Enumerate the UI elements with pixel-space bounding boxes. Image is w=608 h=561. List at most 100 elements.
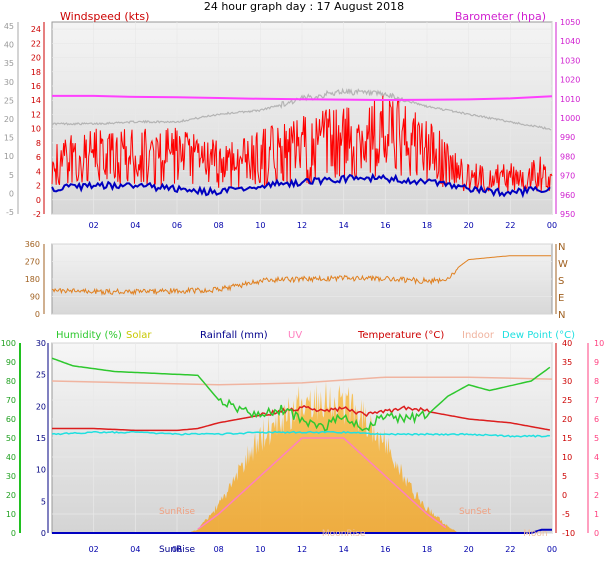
series-line-wind-direction: [51, 255, 551, 296]
wind-outer-tick-label: 5: [9, 171, 14, 180]
moonrise-marker: MoonRise: [322, 529, 366, 539]
wind-outer-tick-label: 40: [4, 41, 14, 50]
compass-label: E: [558, 293, 564, 304]
series-line-dew-point: [51, 430, 550, 438]
wind-tick-label: 0: [36, 196, 41, 205]
sunrise-marker: SunRise: [159, 507, 196, 517]
direction-tick-label: 180: [25, 275, 40, 284]
temp-tick-label: 25: [562, 396, 572, 405]
direction-tick-label: 90: [30, 293, 40, 302]
x-tick-label: 20: [464, 545, 474, 554]
baro-tick-label: 1040: [560, 37, 580, 46]
wind-tick-label: 6: [36, 153, 41, 162]
x-tick-label: 02: [89, 545, 99, 554]
temp-tick-label: -10: [562, 529, 575, 538]
direction-tick-label: 270: [25, 258, 40, 267]
wind-outer-tick-label: 10: [4, 152, 14, 161]
baro-tick-label: 1010: [560, 95, 580, 104]
legend-label: Solar: [126, 330, 152, 341]
series-line-humidity: [51, 357, 551, 432]
temp-tick-label: 30: [562, 377, 572, 386]
baro-tick-label: 980: [560, 152, 575, 161]
uv-tick-label: 9: [594, 358, 599, 367]
humidity-tick-label: 30: [6, 472, 16, 481]
wind-tick-label: 8: [36, 139, 41, 148]
rain-tick-label: 5: [41, 497, 46, 506]
legend-label: Rainfall (mm): [200, 330, 268, 341]
baro-tick-label: 990: [560, 133, 575, 142]
wind-outer-tick-label: 15: [4, 134, 14, 143]
wind-tick-label: 10: [31, 125, 41, 134]
legend-label: Indoor: [462, 330, 495, 341]
series-line-indoor: [51, 376, 553, 386]
legend-label: UV: [288, 330, 302, 341]
humidity-tick-label: 0: [11, 529, 16, 538]
x-tick-label: 00: [547, 221, 557, 230]
baro-tick-label: 1000: [560, 114, 580, 123]
temp-tick-label: 10: [562, 453, 572, 462]
wind-outer-tick-label: 35: [4, 59, 14, 68]
wind-outer-tick-label: 20: [4, 115, 14, 124]
x-tick-label: 10: [255, 221, 265, 230]
wind-tick-label: 24: [31, 25, 41, 34]
compass-label: S: [558, 276, 564, 287]
direction-tick-label: 360: [25, 240, 40, 249]
wind-outer-tick-label: 30: [4, 78, 14, 87]
wind-tick-label: -2: [33, 210, 41, 219]
uv-tick-label: 5: [594, 434, 599, 443]
series-line-wind-gust: [51, 95, 553, 194]
temp-tick-label: 20: [562, 415, 572, 424]
humidity-tick-label: 40: [6, 453, 16, 462]
rain-tick-label: 25: [36, 371, 46, 380]
x-tick-label: 08: [214, 545, 224, 554]
x-tick-label: 02: [89, 221, 99, 230]
x-tick-label: 10: [255, 545, 265, 554]
wind-tick-label: 14: [31, 96, 41, 105]
temp-tick-label: -5: [562, 510, 570, 519]
legend-label: Humidity (%): [56, 330, 122, 341]
moon-marker: Moon: [523, 529, 547, 539]
wind-outer-tick-label: 0: [9, 189, 14, 198]
baro-tick-label: 1020: [560, 76, 580, 85]
temp-tick-label: 40: [562, 339, 572, 348]
baro-tick-label: 1050: [560, 18, 580, 27]
wind-outer-tick-label: 45: [4, 22, 14, 31]
sunrise-axis-marker: SunRise: [159, 545, 196, 555]
series-line-temperature: [52, 404, 551, 432]
legend-label: Temperature (°C): [357, 330, 444, 341]
temp-tick-label: 5: [562, 472, 567, 481]
baro-tick-label: 1030: [560, 56, 580, 65]
graph-title: 24 hour graph day : 17 August 2018: [204, 0, 404, 13]
wind-outer-tick-label: 25: [4, 96, 14, 105]
humidity-tick-label: 50: [6, 434, 16, 443]
uv-tick-label: 4: [594, 453, 599, 462]
x-tick-label: 14: [339, 221, 349, 230]
x-tick-label: 08: [214, 221, 224, 230]
uv-tick-label: 6: [594, 415, 599, 424]
baro-tick-label: 970: [560, 172, 575, 181]
x-tick-label: 12: [297, 545, 307, 554]
humidity-tick-label: 100: [1, 339, 16, 348]
compass-label: N: [558, 242, 565, 253]
sunset-marker: SunSet: [459, 507, 491, 517]
series-line-uv: [197, 437, 447, 530]
x-tick-label: 06: [172, 221, 182, 230]
direction-tick-label: 0: [35, 310, 40, 319]
x-tick-label: 16: [380, 221, 390, 230]
series-line-temperature-gray: [51, 87, 552, 131]
series-line-barometer: [52, 94, 553, 102]
temp-tick-label: 15: [562, 434, 572, 443]
x-tick-label: 00: [547, 545, 557, 554]
uv-tick-label: 3: [594, 472, 599, 481]
wind-tick-label: 2: [36, 182, 41, 191]
compass-label: N: [558, 310, 565, 321]
uv-tick-label: 1: [594, 510, 599, 519]
x-tick-label: 18: [422, 545, 432, 554]
rain-tick-label: 10: [36, 466, 46, 475]
compass-label: W: [558, 259, 568, 270]
x-tick-label: 14: [339, 545, 349, 554]
uv-tick-label: 0: [594, 529, 599, 538]
wind-tick-label: 16: [31, 82, 41, 91]
legend-label: Dew Point (°C): [502, 330, 575, 341]
